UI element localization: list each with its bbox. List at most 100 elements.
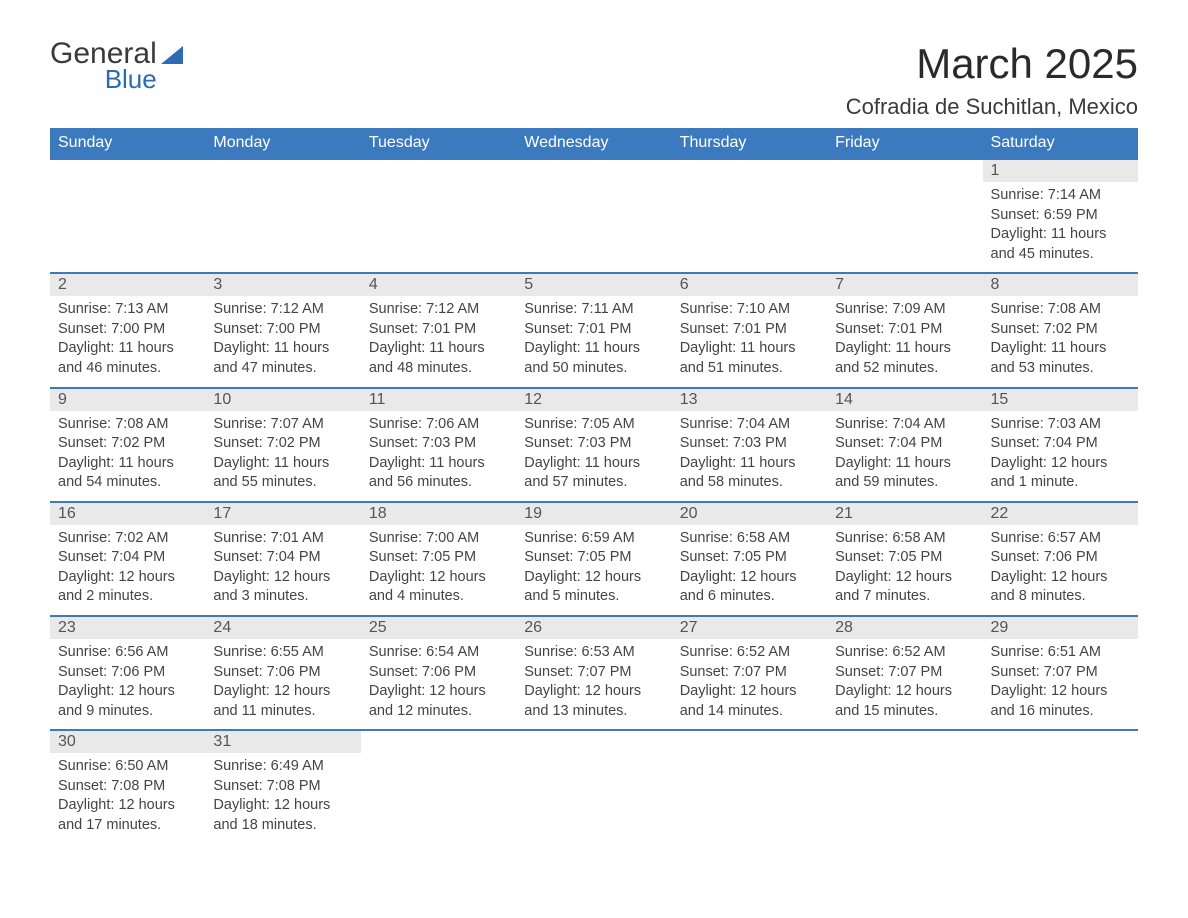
day-details: Sunrise: 6:53 AMSunset: 7:07 PMDaylight:… (516, 639, 671, 730)
day-details: Sunrise: 6:51 AMSunset: 7:07 PMDaylight:… (983, 639, 1138, 730)
sunrise-line: Sunrise: 7:01 AM (213, 529, 352, 549)
day-detail-row: Sunrise: 6:56 AMSunset: 7:06 PMDaylight:… (50, 639, 1138, 730)
sunrise-line: Sunrise: 7:00 AM (369, 529, 508, 549)
day-details (827, 753, 982, 843)
sunrise-line: Sunrise: 6:52 AM (835, 643, 974, 663)
day-details (672, 753, 827, 843)
day-number: 3 (205, 273, 360, 296)
day-number (205, 159, 360, 182)
day-detail-row: Sunrise: 7:13 AMSunset: 7:00 PMDaylight:… (50, 296, 1138, 387)
day-details: Sunrise: 7:07 AMSunset: 7:02 PMDaylight:… (205, 411, 360, 502)
sunrise-line: Sunrise: 6:56 AM (58, 643, 197, 663)
day-number (672, 730, 827, 753)
header: General Blue March 2025 Cofradia de Such… (50, 40, 1138, 120)
day-number (827, 159, 982, 182)
sunrise-line: Sunrise: 6:54 AM (369, 643, 508, 663)
day-number-row: 16171819202122 (50, 502, 1138, 525)
sunset-line: Sunset: 7:08 PM (58, 777, 197, 797)
day-details: Sunrise: 7:08 AMSunset: 7:02 PMDaylight:… (50, 411, 205, 502)
weekday-header: Tuesday (361, 128, 516, 159)
day-number: 24 (205, 616, 360, 639)
day-detail-row: Sunrise: 7:08 AMSunset: 7:02 PMDaylight:… (50, 411, 1138, 502)
day-number: 8 (983, 273, 1138, 296)
sunset-line: Sunset: 7:04 PM (213, 548, 352, 568)
day-number-row: 3031 (50, 730, 1138, 753)
sunrise-line: Sunrise: 7:04 AM (680, 415, 819, 435)
sunset-line: Sunset: 7:02 PM (58, 434, 197, 454)
day-details: Sunrise: 6:49 AMSunset: 7:08 PMDaylight:… (205, 753, 360, 843)
sunset-line: Sunset: 7:01 PM (369, 320, 508, 340)
day-number: 22 (983, 502, 1138, 525)
sunset-line: Sunset: 7:03 PM (369, 434, 508, 454)
daylight-line: Daylight: 11 hours and 53 minutes. (991, 339, 1130, 378)
day-number: 23 (50, 616, 205, 639)
day-details: Sunrise: 6:54 AMSunset: 7:06 PMDaylight:… (361, 639, 516, 730)
weekday-header: Sunday (50, 128, 205, 159)
sunset-line: Sunset: 7:03 PM (680, 434, 819, 454)
day-number: 17 (205, 502, 360, 525)
sunrise-line: Sunrise: 7:02 AM (58, 529, 197, 549)
sunrise-line: Sunrise: 7:08 AM (991, 300, 1130, 320)
sunrise-line: Sunrise: 6:55 AM (213, 643, 352, 663)
sunrise-line: Sunrise: 7:03 AM (991, 415, 1130, 435)
day-details (516, 182, 671, 273)
daylight-line: Daylight: 11 hours and 48 minutes. (369, 339, 508, 378)
daylight-line: Daylight: 11 hours and 54 minutes. (58, 454, 197, 493)
daylight-line: Daylight: 11 hours and 45 minutes. (991, 225, 1130, 264)
day-details (516, 753, 671, 843)
day-details: Sunrise: 7:04 AMSunset: 7:04 PMDaylight:… (827, 411, 982, 502)
day-details: Sunrise: 7:01 AMSunset: 7:04 PMDaylight:… (205, 525, 360, 616)
day-number (983, 730, 1138, 753)
day-number: 19 (516, 502, 671, 525)
daylight-line: Daylight: 12 hours and 3 minutes. (213, 568, 352, 607)
daylight-line: Daylight: 12 hours and 17 minutes. (58, 796, 197, 835)
day-details (205, 182, 360, 273)
page-title: March 2025 (846, 40, 1138, 88)
calendar-table: SundayMondayTuesdayWednesdayThursdayFrid… (50, 128, 1138, 844)
daylight-line: Daylight: 11 hours and 59 minutes. (835, 454, 974, 493)
sunrise-line: Sunrise: 7:06 AM (369, 415, 508, 435)
day-number: 26 (516, 616, 671, 639)
day-number (361, 730, 516, 753)
sunset-line: Sunset: 7:01 PM (680, 320, 819, 340)
sunset-line: Sunset: 7:01 PM (835, 320, 974, 340)
day-details: Sunrise: 6:50 AMSunset: 7:08 PMDaylight:… (50, 753, 205, 843)
logo-triangle-icon (161, 46, 183, 64)
day-number: 29 (983, 616, 1138, 639)
daylight-line: Daylight: 11 hours and 56 minutes. (369, 454, 508, 493)
sunrise-line: Sunrise: 6:50 AM (58, 757, 197, 777)
sunrise-line: Sunrise: 7:13 AM (58, 300, 197, 320)
day-number: 5 (516, 273, 671, 296)
day-number: 10 (205, 388, 360, 411)
day-number: 15 (983, 388, 1138, 411)
logo: General Blue (50, 40, 183, 91)
day-number: 18 (361, 502, 516, 525)
sunset-line: Sunset: 7:05 PM (369, 548, 508, 568)
title-block: March 2025 Cofradia de Suchitlan, Mexico (846, 40, 1138, 120)
sunset-line: Sunset: 7:07 PM (524, 663, 663, 683)
daylight-line: Daylight: 12 hours and 9 minutes. (58, 682, 197, 721)
weekday-header: Saturday (983, 128, 1138, 159)
sunrise-line: Sunrise: 6:53 AM (524, 643, 663, 663)
daylight-line: Daylight: 11 hours and 57 minutes. (524, 454, 663, 493)
daylight-line: Daylight: 11 hours and 51 minutes. (680, 339, 819, 378)
day-number: 11 (361, 388, 516, 411)
daylight-line: Daylight: 11 hours and 58 minutes. (680, 454, 819, 493)
sunset-line: Sunset: 7:07 PM (835, 663, 974, 683)
day-details: Sunrise: 7:08 AMSunset: 7:02 PMDaylight:… (983, 296, 1138, 387)
sunset-line: Sunset: 7:04 PM (991, 434, 1130, 454)
day-details (827, 182, 982, 273)
daylight-line: Daylight: 12 hours and 16 minutes. (991, 682, 1130, 721)
day-number: 28 (827, 616, 982, 639)
day-details: Sunrise: 7:05 AMSunset: 7:03 PMDaylight:… (516, 411, 671, 502)
daylight-line: Daylight: 12 hours and 2 minutes. (58, 568, 197, 607)
day-details (672, 182, 827, 273)
logo-text: General Blue (50, 40, 157, 91)
daylight-line: Daylight: 12 hours and 12 minutes. (369, 682, 508, 721)
day-number-row: 2345678 (50, 273, 1138, 296)
sunrise-line: Sunrise: 6:51 AM (991, 643, 1130, 663)
day-details (983, 753, 1138, 843)
daylight-line: Daylight: 12 hours and 13 minutes. (524, 682, 663, 721)
day-number (827, 730, 982, 753)
sunset-line: Sunset: 7:07 PM (680, 663, 819, 683)
